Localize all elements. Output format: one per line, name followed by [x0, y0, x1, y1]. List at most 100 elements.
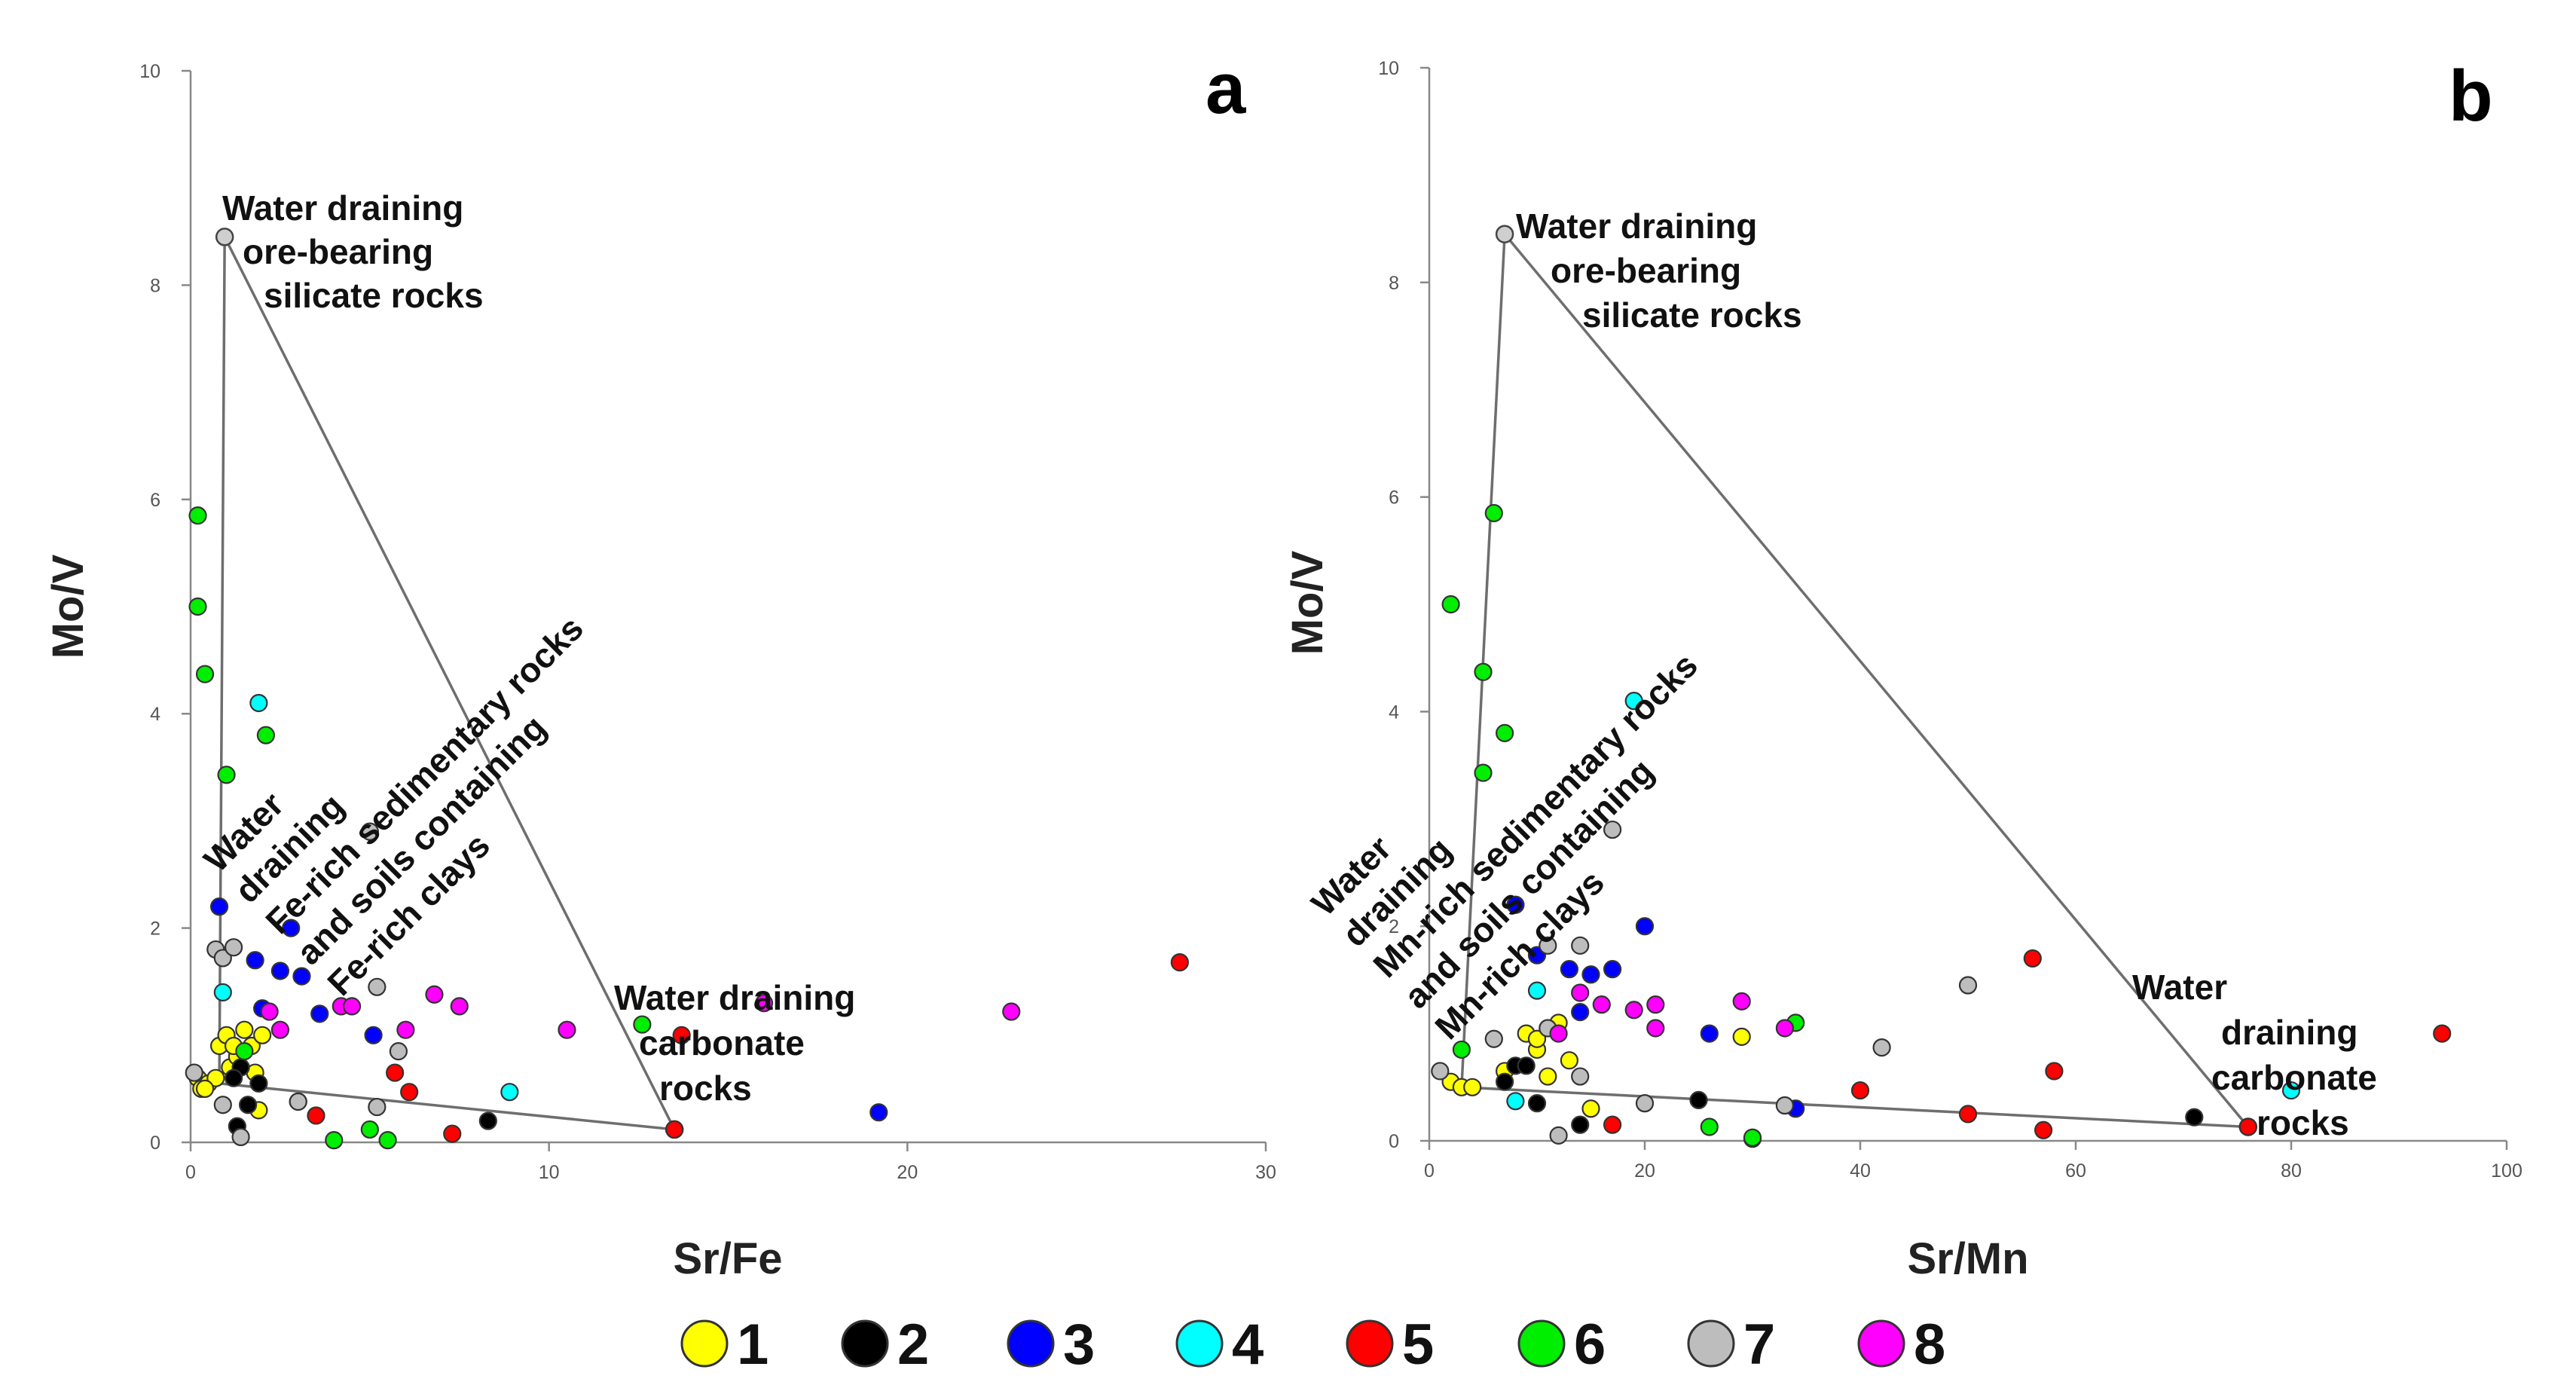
data-point-group-3 — [1560, 960, 1578, 979]
data-point-group-7 — [1872, 1038, 1891, 1057]
y-tick-label: 4 — [1389, 702, 1399, 723]
y-tick-label: 0 — [1389, 1131, 1399, 1152]
data-point-group-7 — [1484, 1029, 1503, 1048]
legend-item-6: 6 — [1517, 1313, 1606, 1377]
y-tick-label: 8 — [150, 275, 160, 296]
data-point-group-3 — [1571, 1003, 1590, 1022]
data-point-group-1 — [206, 1069, 225, 1087]
legend-item-8: 8 — [1857, 1313, 1945, 1377]
annotation-line: carbonate — [2211, 1058, 2377, 1097]
data-point-group-2 — [1517, 1056, 1536, 1075]
legend-label: 6 — [1574, 1313, 1606, 1377]
y-tick-label: 6 — [1389, 488, 1399, 509]
data-point-group-5 — [400, 1083, 419, 1102]
panel-a-annotation-fe-rich: Water draining Fe-rich sedimentary rocks… — [196, 608, 591, 1003]
data-point-group-5 — [1603, 1115, 1622, 1134]
data-point-group-2 — [1689, 1090, 1708, 1109]
legend-marker — [1687, 1319, 1735, 1368]
y-tick-label: 10 — [1378, 58, 1399, 79]
legend-label: 8 — [1914, 1313, 1945, 1377]
data-point-group-3 — [292, 967, 311, 986]
data-point-group-1 — [1539, 1067, 1557, 1086]
annotation-line: silicate rocks — [1582, 295, 1802, 335]
annotation-line: and soils containing — [289, 708, 553, 972]
panel-b-axes: 0 20 40 60 80 100 0 2 4 6 8 10 — [1378, 58, 2523, 1182]
panel-a-annotation-silicate: Water draining ore-bearing silicate rock… — [222, 188, 484, 315]
data-point-group-7 — [289, 1092, 307, 1111]
annotation-line: Water draining — [1516, 206, 1757, 246]
data-point-group-4 — [2281, 1081, 2301, 1100]
legend-item-1: 1 — [680, 1313, 769, 1377]
panel-b: 0 20 40 60 80 100 0 2 4 6 8 10 b Sr/Mn Mo/V Water d… — [1283, 56, 2523, 1283]
annotation-line: carbonate — [639, 1023, 805, 1062]
legend-label: 4 — [1232, 1313, 1264, 1377]
data-point-group-8 — [396, 1020, 415, 1039]
data-point-group-3 — [1603, 960, 1622, 979]
panel-b-points — [1431, 225, 2452, 1148]
data-point-group-8 — [1646, 1019, 1665, 1038]
data-point-group-3 — [869, 1103, 888, 1122]
data-point-group-4 — [1527, 981, 1547, 1000]
data-point-group-7 — [185, 1063, 203, 1082]
data-point-group-7 — [1958, 976, 1978, 995]
panel-a-letter: a — [1205, 48, 1246, 129]
legend-marker — [1517, 1319, 1566, 1368]
annotation-line: and soils containing — [1396, 751, 1661, 1016]
legend-label: 1 — [737, 1313, 769, 1377]
y-tick-label: 2 — [150, 919, 160, 940]
data-point-group-8 — [558, 1020, 576, 1039]
panel-a-y-label: Mo/V — [44, 554, 93, 659]
panel-a-points — [185, 228, 1189, 1150]
annotation-line: ore-bearing — [1551, 251, 1741, 290]
data-point-group-7 — [1635, 1094, 1655, 1113]
annotation-line: ore-bearing — [243, 232, 433, 271]
x-tick-label: 0 — [185, 1162, 196, 1183]
data-point-group-3 — [1581, 965, 1600, 984]
data-point-group-3 — [246, 951, 264, 970]
data-point-group-3 — [364, 1026, 383, 1044]
legend-label: 2 — [897, 1313, 929, 1377]
data-point-group-8 — [260, 1002, 279, 1021]
data-point-group-8 — [1775, 1019, 1794, 1038]
data-point-group-5 — [2034, 1120, 2053, 1139]
data-point-group-7 — [389, 1042, 408, 1061]
data-point-group-1 — [1463, 1078, 1482, 1096]
data-point-group-6 — [195, 665, 215, 683]
data-point-group-8 — [754, 994, 774, 1013]
panel-b-annotation-carbonate: Water draining carbonate rocks — [2132, 968, 2377, 1142]
data-point-group-7 — [231, 1127, 250, 1146]
data-point-group-4 — [213, 983, 232, 1002]
data-point-group-1 — [253, 1026, 272, 1044]
data-point-group-5 — [2238, 1117, 2257, 1136]
x-tick-label: 80 — [2281, 1160, 2302, 1182]
data-point-group-7 — [368, 1097, 387, 1117]
y-tick-label: 0 — [150, 1133, 160, 1154]
panel-a-x-label: Sr/Fe — [673, 1234, 782, 1283]
data-point-group-6 — [1700, 1117, 1719, 1136]
data-point-group-1 — [1527, 1029, 1547, 1048]
annotation-line: Water draining — [614, 978, 855, 1017]
annotation-line: Water — [2132, 968, 2227, 1007]
annotation-line: rocks — [659, 1069, 752, 1108]
data-point-group-5 — [2023, 949, 2042, 968]
legend-marker — [1346, 1319, 1394, 1368]
data-point-group-8 — [450, 997, 469, 1016]
data-point-group-4 — [249, 693, 268, 713]
data-point-group-5 — [1170, 953, 1189, 972]
data-point-group-7 — [1775, 1096, 1794, 1115]
panel-b-annotation-silicate: Water draining ore-bearing silicate rock… — [1516, 206, 1802, 335]
data-point-group-5 — [2433, 1024, 2452, 1043]
data-point-group-6 — [633, 1015, 652, 1034]
panel-a-mixing-triangle — [218, 236, 677, 1131]
panel-a-axes: 0 10 20 30 0 2 4 6 8 10 — [139, 61, 1276, 1183]
data-point-group-2 — [1495, 1072, 1514, 1091]
data-point-group-1 — [1732, 1027, 1751, 1046]
panel-b-x-label: Sr/Mn — [1907, 1234, 2028, 1283]
x-tick-label: 60 — [2065, 1160, 2086, 1182]
annotation-line: rocks — [2257, 1103, 2349, 1142]
data-point-group-6 — [1743, 1128, 1762, 1147]
data-point-group-2 — [478, 1111, 497, 1130]
panel-a-annotation-carbonate: Water draining carbonate rocks — [614, 978, 855, 1108]
data-point-group-8 — [1646, 995, 1665, 1014]
data-point-group-7 — [368, 977, 387, 996]
